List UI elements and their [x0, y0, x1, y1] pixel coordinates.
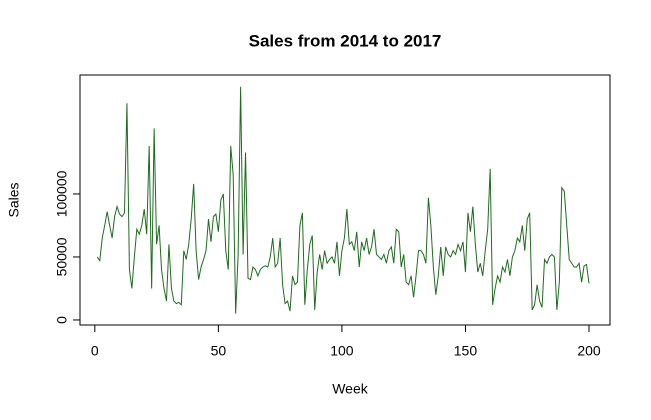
y-tick-label: 50000: [54, 237, 70, 276]
chart-title: Sales from 2014 to 2017: [249, 31, 442, 50]
y-tick-label: 0: [54, 316, 70, 324]
x-tick-label: 100: [330, 343, 354, 359]
y-tick-label: 100000: [54, 170, 70, 217]
y-axis-label: Sales: [6, 182, 22, 217]
sales-line: [96, 86, 590, 314]
x-tick-label: 200: [577, 343, 601, 359]
x-axis-label: Week: [332, 381, 369, 397]
x-tick-label: 50: [211, 343, 227, 359]
x-tick-label: 150: [454, 343, 478, 359]
x-tick-label: 0: [91, 343, 99, 359]
plot-frame: [79, 74, 611, 326]
